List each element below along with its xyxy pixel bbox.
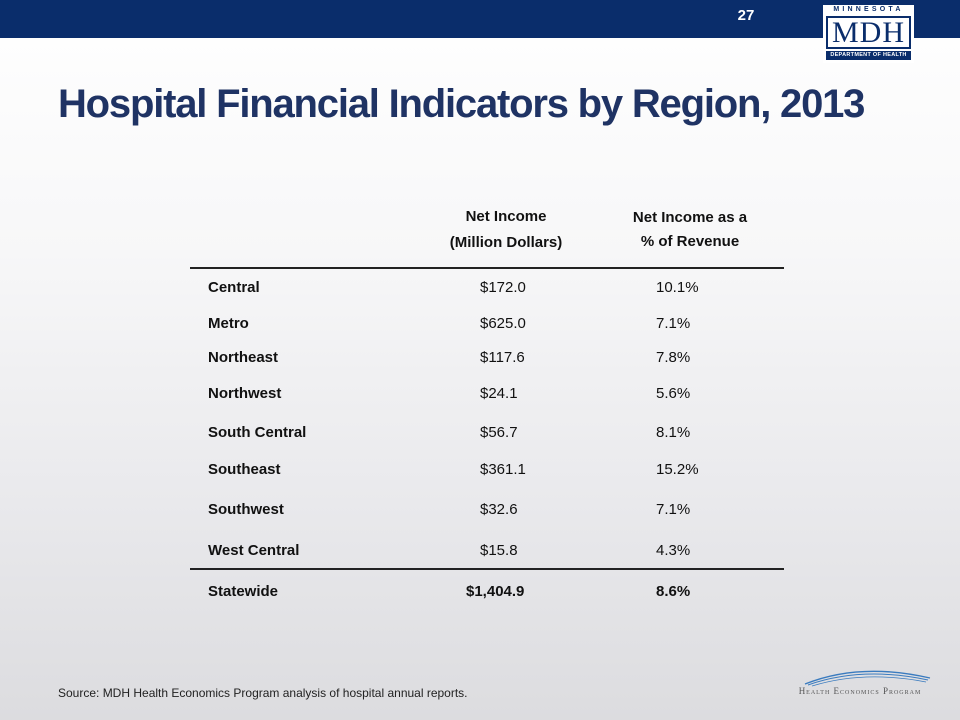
pct-revenue-cell: 15.2% (656, 461, 699, 478)
net-income-cell: $172.0 (480, 279, 526, 296)
table-row: South Central $56.7 8.1% (190, 421, 784, 445)
table-row: Southwest $32.6 7.1% (190, 498, 784, 522)
region-cell: Northeast (208, 349, 279, 366)
table-row: Southeast $361.1 15.2% (190, 458, 784, 482)
table-header-rule (190, 267, 784, 269)
logo-main-text: MDH (826, 16, 911, 49)
top-banner (0, 0, 960, 38)
column-header-line: % of Revenue (640, 233, 740, 250)
mdh-logo: MINNESOTA MDH DEPARTMENT OF HEALTH (823, 5, 914, 63)
region-cell: Northwest (208, 385, 282, 402)
net-income-cell: $24.1 (480, 385, 518, 402)
page-number: 27 (737, 7, 755, 24)
pct-revenue-cell: 4.3% (656, 542, 691, 559)
column-header-net-income: Net Income (Million Dollars) (416, 204, 596, 256)
table-row: Northeast $117.6 7.8% (190, 346, 784, 370)
table-row: Central $172.0 10.1% (190, 276, 784, 300)
pct-revenue-cell: 7.1% (656, 315, 691, 332)
net-income-cell: $117.6 (480, 349, 525, 366)
pct-revenue-cell: 7.1% (656, 501, 691, 518)
region-cell: South Central (208, 424, 307, 441)
net-income-cell: $1,404.9 (466, 583, 525, 600)
pct-revenue-cell: 7.8% (656, 349, 691, 366)
logo-state-text: MINNESOTA (833, 6, 904, 13)
net-income-cell: $56.7 (480, 424, 518, 441)
table-row: West Central $15.8 4.3% (190, 539, 784, 563)
health-economics-program-logo: Health Economics Program (780, 664, 950, 704)
table-total-rule (190, 568, 784, 570)
table-total-row: Statewide $1,404.9 8.6% (190, 580, 784, 604)
net-income-cell: $15.8 (480, 542, 518, 559)
source-note: Source: MDH Health Economics Program ana… (58, 686, 468, 700)
slide-title: Hospital Financial Indicators by Region,… (58, 82, 865, 126)
footer-logo-text: Health Economics Program (798, 686, 922, 696)
region-cell: Southwest (208, 501, 284, 518)
region-cell: Southeast (208, 461, 281, 478)
column-header-line: (Million Dollars) (449, 234, 563, 251)
table-row: Metro $625.0 7.1% (190, 312, 784, 336)
pct-revenue-cell: 10.1% (656, 279, 699, 296)
net-income-cell: $625.0 (480, 315, 526, 332)
region-cell: Central (208, 279, 260, 296)
pct-revenue-cell: 8.1% (656, 424, 691, 441)
net-income-cell: $32.6 (480, 501, 518, 518)
region-cell: West Central (208, 542, 300, 559)
net-income-cell: $361.1 (480, 461, 526, 478)
table-row: Northwest $24.1 5.6% (190, 382, 784, 406)
arc-lines-icon (804, 670, 931, 687)
pct-revenue-cell: 5.6% (656, 385, 691, 402)
region-cell: Metro (208, 315, 249, 332)
column-header-pct-revenue: Net Income as a % of Revenue (600, 206, 780, 254)
column-header-line: Net Income (465, 208, 547, 225)
logo-dept-text: DEPARTMENT OF HEALTH (826, 51, 911, 60)
column-header-line: Net Income as a (632, 209, 748, 226)
region-cell: Statewide (208, 583, 279, 600)
pct-revenue-cell: 8.6% (656, 583, 691, 600)
